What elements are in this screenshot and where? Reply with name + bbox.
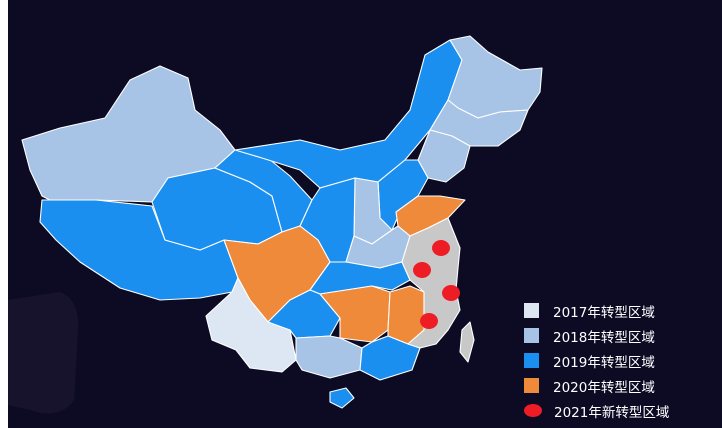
legend-item-2017: 2017年转型区域 bbox=[524, 298, 714, 323]
watermark-mark bbox=[8, 292, 79, 414]
legend-label-2017: 2017年转型区域 bbox=[553, 304, 655, 321]
legend: 2017年转型区域 2018年转型区域 2019年转型区域 2020年转型区域 … bbox=[524, 298, 714, 423]
legend-item-2019: 2019年转型区域 bbox=[524, 348, 714, 373]
legend-swatch-2021 bbox=[524, 404, 542, 417]
legend-label-2018: 2018年转型区域 bbox=[553, 329, 655, 346]
marker-2021-2 bbox=[413, 262, 431, 278]
legend-label-2019: 2019年转型区域 bbox=[553, 354, 655, 371]
legend-swatch-2020 bbox=[524, 378, 539, 393]
legend-item-2018: 2018年转型区域 bbox=[524, 323, 714, 348]
legend-item-2021: 2021年新转型区域 bbox=[524, 398, 714, 423]
legend-swatch-2017 bbox=[524, 303, 539, 318]
marker-2021-1 bbox=[432, 240, 450, 256]
region-guangxi bbox=[295, 335, 363, 379]
legend-item-2020: 2020年转型区域 bbox=[524, 373, 714, 398]
legend-label-2020: 2020年转型区域 bbox=[553, 379, 655, 396]
marker-2021-3 bbox=[442, 285, 460, 301]
legend-swatch-2018 bbox=[524, 328, 539, 343]
marker-2021-4 bbox=[420, 313, 438, 329]
left-border-strip bbox=[0, 0, 8, 428]
region-taiwan bbox=[459, 321, 475, 363]
legend-swatch-2019 bbox=[524, 353, 539, 368]
region-heilongjiang bbox=[447, 35, 543, 119]
legend-label-2021: 2021年新转型区域 bbox=[554, 404, 670, 421]
region-yunnan bbox=[205, 277, 297, 373]
region-hainan bbox=[329, 387, 355, 409]
